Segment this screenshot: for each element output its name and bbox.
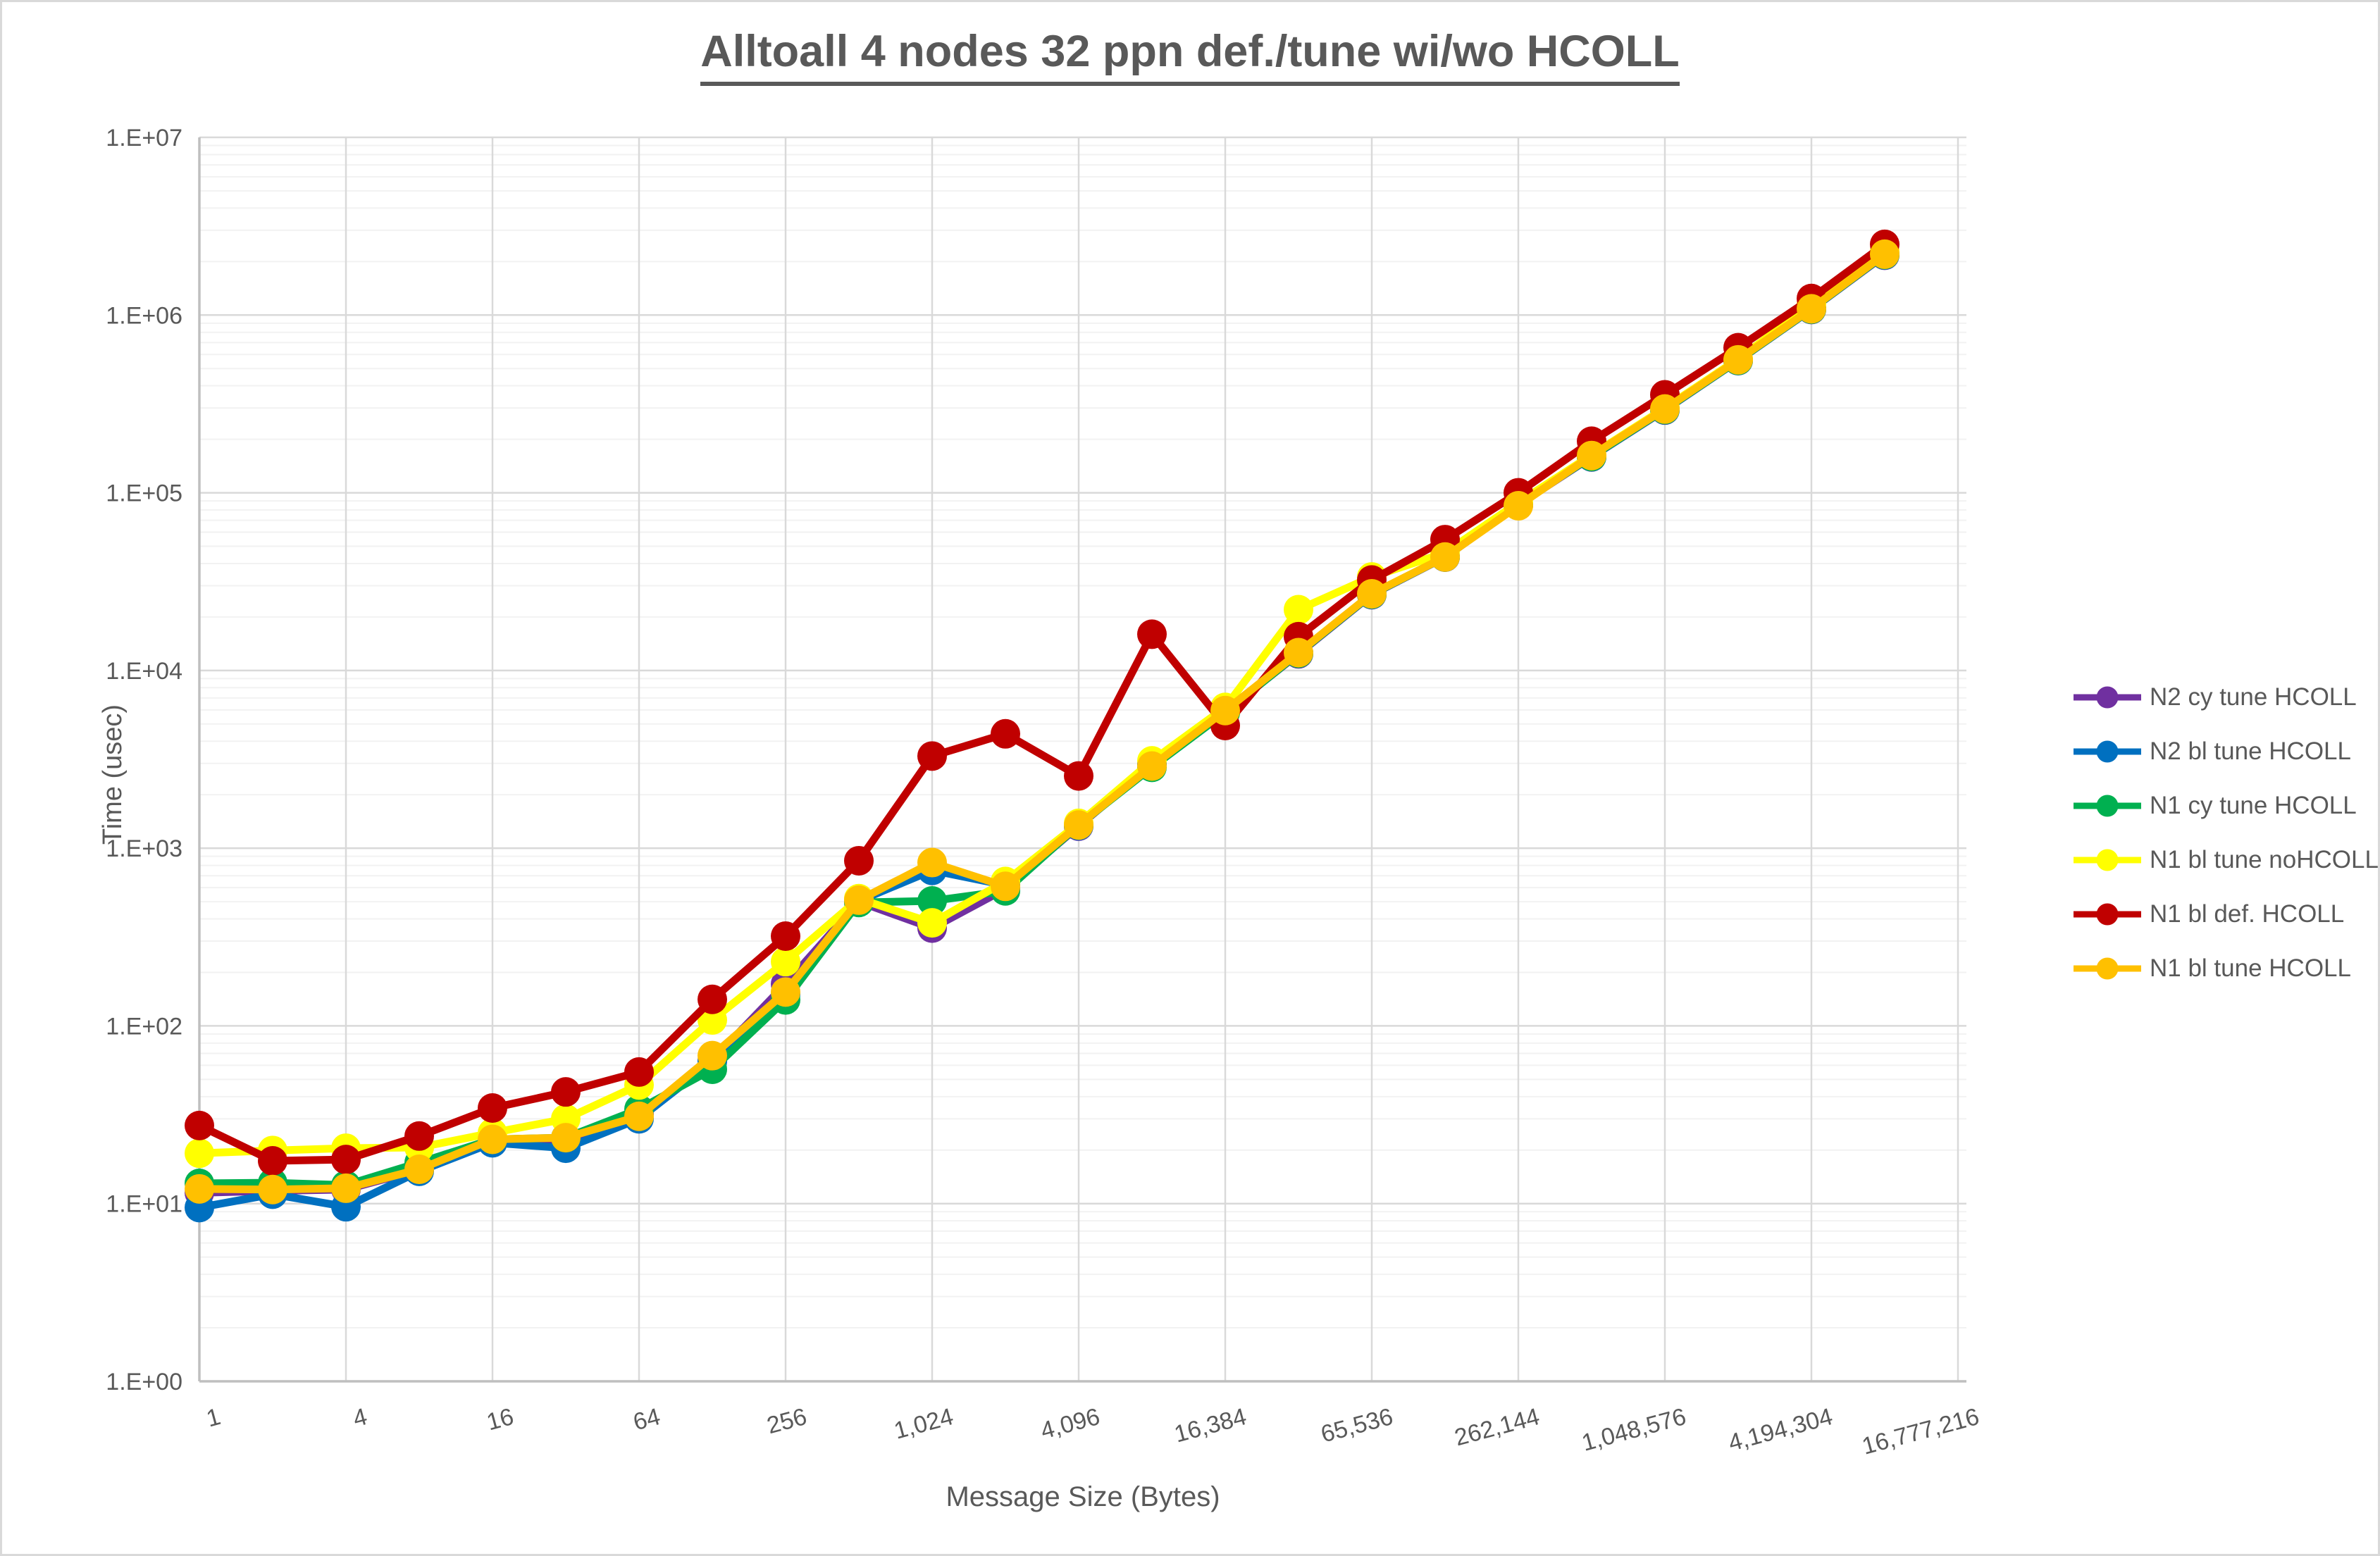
x-tick-label: 4 [350, 1403, 370, 1433]
data-point [551, 1123, 581, 1153]
y-axis-tick-labels: 1.E+00 1.E+01 1.E+02 1.E+03 1.E+04 1.E+05 1.E+… [106, 125, 182, 1395]
x-axis-title: Message Size (Bytes) [946, 1481, 1220, 1512]
legend-item: N2 bl tune HCOLL [2072, 724, 2378, 778]
x-tick-label: 16,384 [1172, 1403, 1249, 1448]
data-point [844, 845, 874, 876]
series-n2-bl-tune-hcoll [185, 239, 1899, 1223]
x-tick-label: 1 [204, 1403, 223, 1433]
data-point [624, 1057, 654, 1087]
data-point [1064, 810, 1093, 840]
data-point [1723, 344, 1753, 375]
data-point [404, 1154, 434, 1184]
data-point [1430, 542, 1460, 572]
data-point [1137, 751, 1167, 781]
x-tick-label: 256 [764, 1403, 810, 1439]
data-point [1357, 579, 1387, 609]
x-tick-label: 1,024 [891, 1403, 956, 1445]
legend-line-marker-icon [2074, 903, 2141, 925]
legend-item: N1 bl def. HCOLL [2072, 887, 2378, 941]
legend-label: N1 bl def. HCOLL [2150, 900, 2345, 928]
legend-item: N2 cy tune HCOLL [2072, 670, 2378, 724]
legend-label: N2 cy tune HCOLL [2150, 683, 2357, 711]
data-point [478, 1124, 507, 1154]
legend-line-marker-icon [2074, 795, 2141, 816]
data-point [917, 908, 947, 938]
data-point [551, 1077, 581, 1107]
grid-vertical [345, 137, 1959, 1381]
y-tick-label: 1.E+05 [106, 480, 182, 507]
x-tick-label: 65,536 [1318, 1403, 1396, 1448]
data-point [185, 1110, 214, 1140]
data-point [771, 977, 800, 1007]
legend: N2 cy tune HCOLL N2 bl tune HCOLL N1 cy tu… [2072, 670, 2379, 995]
legend-line-marker-icon [2074, 849, 2141, 871]
data-point [404, 1121, 434, 1151]
legend-label: N1 bl tune noHCOLL [2150, 845, 2379, 873]
legend-item: N1 bl tune noHCOLL [2072, 833, 2379, 887]
legend-label: N2 bl tune HCOLL [2150, 737, 2351, 765]
legend-label: N1 cy tune HCOLL [2150, 791, 2357, 819]
y-tick-label: 1.E+02 [106, 1013, 182, 1040]
data-point [771, 947, 800, 977]
legend-item: N1 bl tune HCOLL [2072, 941, 2378, 995]
data-point [771, 921, 800, 951]
data-point [624, 1101, 654, 1131]
data-point [1284, 637, 1313, 668]
data-point [1870, 239, 1899, 269]
legend-line-marker-icon [2074, 957, 2141, 979]
series-n1-bl-tune-nohcoll [185, 236, 1899, 1169]
data-point [185, 1174, 214, 1204]
x-tick-label: 4,194,304 [1725, 1403, 1835, 1457]
data-point [258, 1174, 287, 1205]
data-point [917, 885, 947, 916]
data-point [478, 1093, 507, 1124]
y-tick-label: 1.E+07 [106, 125, 182, 151]
data-point [698, 1040, 727, 1071]
data-point [185, 1138, 214, 1169]
data-point [991, 871, 1020, 902]
data-point [1504, 491, 1533, 521]
legend-line-marker-icon [2074, 740, 2141, 762]
chart-title: Alltoall 4 nodes 32 ppn def./tune wi/wo … [2, 26, 2378, 86]
x-tick-label: 16,777,216 [1859, 1403, 1982, 1460]
data-point [331, 1173, 361, 1203]
data-point [991, 718, 1020, 749]
data-point [917, 847, 947, 878]
data-point [258, 1146, 287, 1176]
data-point [1650, 394, 1680, 424]
x-tick-label: 1,048,576 [1579, 1403, 1689, 1457]
data-point [917, 741, 947, 771]
y-tick-label: 1.E+00 [106, 1369, 182, 1395]
legend-label: N1 bl tune HCOLL [2150, 954, 2351, 982]
data-point [331, 1145, 361, 1175]
x-axis-tick-labels: 1 4 16 64 256 1,024 4,096 16,384 65,536 262,144 1,… [204, 1403, 1982, 1460]
x-tick-label: 64 [631, 1403, 663, 1436]
data-point [844, 885, 874, 915]
y-tick-label: 1.E+06 [106, 302, 182, 329]
x-tick-label: 262,144 [1452, 1403, 1543, 1452]
y-tick-label: 1.E+03 [106, 835, 182, 862]
legend-item: N1 cy tune HCOLL [2072, 778, 2378, 833]
x-tick-label: 4,096 [1038, 1403, 1103, 1445]
data-point [698, 1004, 727, 1035]
data-point [1137, 619, 1167, 649]
series-n1-bl-tune-hcoll [185, 239, 1899, 1205]
y-tick-label: 1.E+04 [106, 658, 182, 685]
data-point [1797, 294, 1826, 324]
data-point [1064, 761, 1093, 791]
legend-line-marker-icon [2074, 686, 2141, 708]
y-tick-label: 1.E+01 [106, 1191, 182, 1218]
data-point [698, 984, 727, 1014]
series-n1-cy-tune-hcoll [185, 239, 1899, 1200]
data-point [1577, 440, 1606, 471]
x-tick-label: 16 [484, 1403, 516, 1436]
data-point [1284, 595, 1313, 625]
data-point [1210, 695, 1240, 726]
